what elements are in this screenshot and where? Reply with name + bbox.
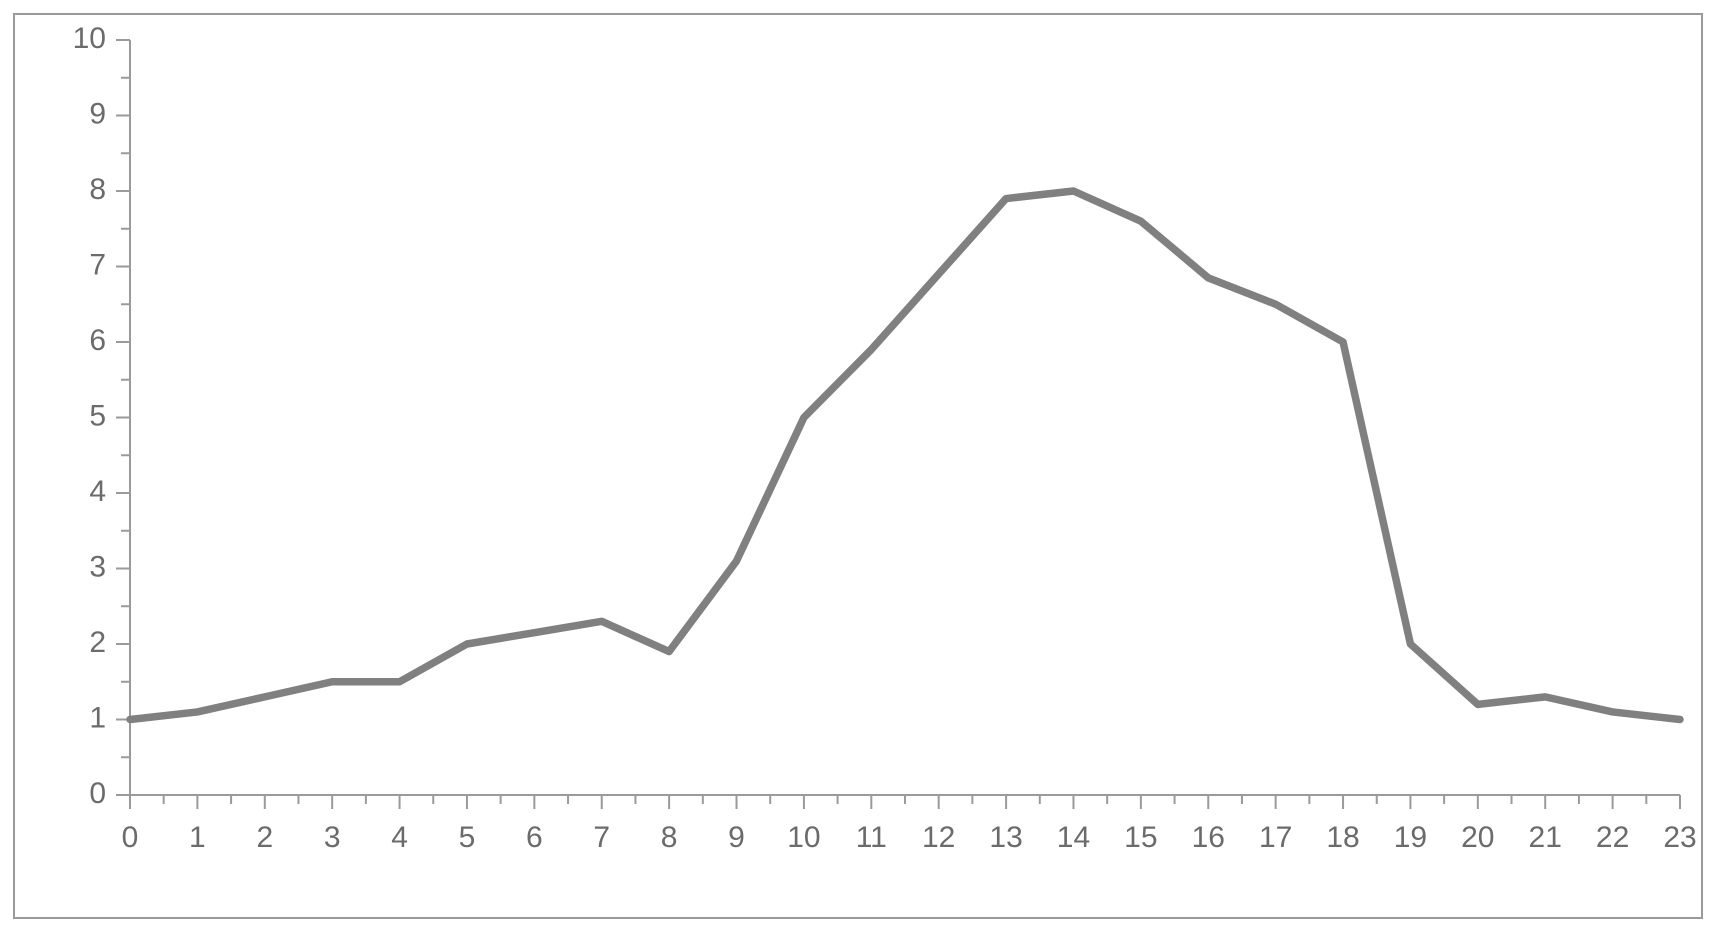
- y-tick-label: 0: [89, 777, 106, 810]
- x-tick-label: 16: [1192, 821, 1225, 854]
- x-tick-label: 3: [324, 821, 341, 854]
- x-tick-label: 7: [593, 821, 610, 854]
- x-tick-label: 10: [787, 821, 820, 854]
- x-tick-label: 1: [189, 821, 206, 854]
- x-tick-label: 12: [922, 821, 955, 854]
- x-tick-label: 9: [728, 821, 745, 854]
- x-tick-label: 0: [122, 821, 139, 854]
- x-tick-label: 18: [1326, 821, 1359, 854]
- x-tick-label: 17: [1259, 821, 1292, 854]
- y-tick-label: 5: [89, 399, 106, 432]
- y-tick-label: 10: [73, 22, 106, 55]
- y-tick-label: 8: [89, 173, 106, 206]
- x-tick-label: 13: [989, 821, 1022, 854]
- y-tick-label: 6: [89, 324, 106, 357]
- x-tick-label: 2: [256, 821, 273, 854]
- y-tick-label: 9: [89, 97, 106, 130]
- y-tick-label: 1: [89, 701, 106, 734]
- y-tick-label: 4: [89, 475, 106, 508]
- x-tick-label: 14: [1057, 821, 1090, 854]
- x-tick-label: 20: [1461, 821, 1494, 854]
- x-tick-label: 21: [1529, 821, 1562, 854]
- y-tick-label: 2: [89, 626, 106, 659]
- y-tick-label: 3: [89, 550, 106, 583]
- x-tick-label: 19: [1394, 821, 1427, 854]
- y-tick-label: 7: [89, 248, 106, 281]
- x-tick-label: 23: [1663, 821, 1696, 854]
- x-tick-label: 11: [856, 821, 887, 854]
- x-tick-label: 6: [526, 821, 543, 854]
- x-tick-label: 15: [1124, 821, 1157, 854]
- x-tick-label: 4: [391, 821, 408, 854]
- x-tick-label: 8: [661, 821, 678, 854]
- x-tick-label: 5: [459, 821, 476, 854]
- line-chart: 0123456789100123456789101112131415161718…: [0, 0, 1716, 932]
- x-tick-label: 22: [1596, 821, 1629, 854]
- chart-svg: 0123456789100123456789101112131415161718…: [0, 0, 1716, 932]
